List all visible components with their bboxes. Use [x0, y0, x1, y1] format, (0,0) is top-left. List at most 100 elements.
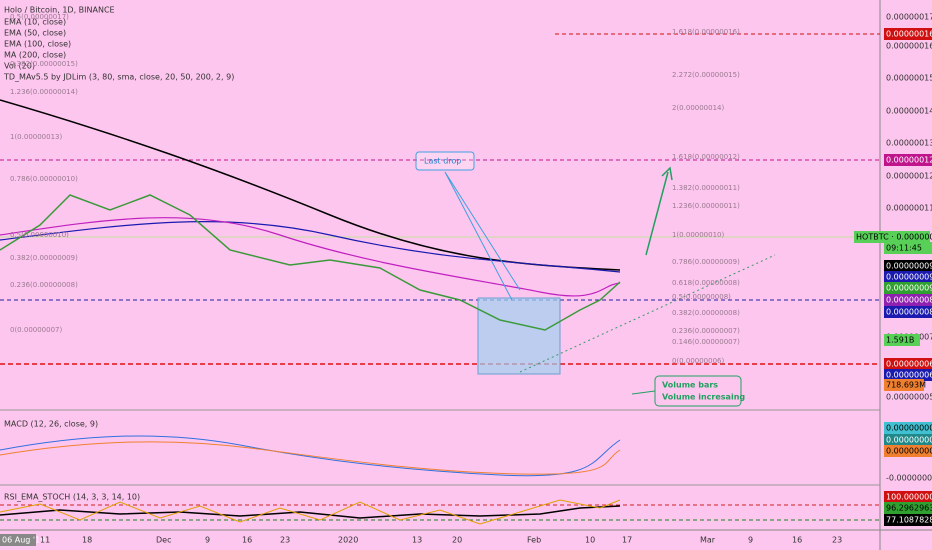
price-axis-label: 0.00000013: [886, 139, 932, 148]
indicator-legend: Vol (20): [4, 62, 35, 71]
highlight-box: [477, 297, 561, 375]
time-axis-label: 9: [748, 536, 753, 545]
callout-pointer: [444, 171, 521, 301]
fib-level: 2.272(0.00000015): [672, 71, 740, 79]
price-axis-label: 0.00000008: [886, 296, 932, 305]
annotation: Last drop: [424, 157, 461, 166]
time-axis-label: 10: [585, 536, 595, 545]
ema-10-line: [0, 194, 621, 331]
annotation: Volume incresaing: [662, 393, 745, 402]
ema-50-line: [0, 217, 621, 297]
price-axis-label: 0.00000016: [886, 42, 932, 51]
time-axis-label: 18: [82, 536, 92, 545]
up-arrow: [645, 171, 669, 256]
trend-line: [519, 254, 776, 373]
fib-level: 0(0.00000006): [672, 357, 724, 365]
price-axis-label: 0.00000011: [886, 204, 932, 213]
arrow-head: [661, 166, 673, 181]
time-axis-label: 2020: [338, 536, 358, 545]
time-axis-label: 16: [242, 536, 252, 545]
indicator-legend: EMA (100, close): [4, 40, 71, 49]
fib-level: 1(0.00000013): [10, 133, 62, 141]
time-axis-label: 06 Aug '19: [2, 536, 45, 545]
indicator-legend: MA (200, close): [4, 51, 66, 60]
ema-100-line: [0, 221, 621, 273]
rsi-axis-label: 100.00000000: [886, 493, 932, 502]
price-axis-label: 0.00000014: [886, 107, 932, 116]
price-axis-label: HOTBTC · 0.00000010: [856, 233, 932, 242]
fib-level: 0.382(0.00000009): [10, 254, 78, 262]
price-axis-label-badge: [884, 369, 932, 381]
fib-level: 1.618(0.00000016): [672, 28, 740, 36]
time-axis-label: 9: [205, 536, 210, 545]
time-axis-label: 17: [622, 536, 632, 545]
price-axis-label-badge: [884, 358, 932, 370]
price-axis-label: 0.00000009: [886, 284, 932, 293]
price-axis-label: 0.00000006: [886, 371, 932, 380]
price-axis-label: 718.693M: [886, 381, 926, 390]
price-axis-label: 0.00000008: [886, 308, 932, 317]
time-axis-label: 23: [280, 536, 290, 545]
price-axis-label: 0.00000009: [886, 262, 932, 271]
time-axis-label: 23: [832, 536, 842, 545]
price-axis-label: 0.00000016: [886, 30, 932, 39]
macd-axis-label: -0.00000001: [886, 474, 932, 483]
price-axis-label-badge: [884, 306, 932, 318]
price-axis-label-badge: [884, 154, 932, 166]
indicator-legend: EMA (10, close): [4, 18, 66, 27]
fib-level: 0.382(0.00000015): [10, 60, 78, 68]
macd-axis-label: 0.00000000: [886, 436, 932, 445]
fib-level: 1.236(0.00000011): [672, 202, 740, 210]
callout-box: [415, 151, 475, 171]
time-axis-label: 11: [40, 536, 50, 545]
fib-level: 1.618(0.00000012): [672, 153, 740, 161]
fib-level: 2(0.00000014): [672, 104, 724, 112]
volume-callout-pointer: [631, 390, 656, 395]
stoch-line: [0, 499, 621, 525]
time-axis-label: 20: [452, 536, 462, 545]
time-axis-label: 16: [792, 536, 802, 545]
macd-axis-label-badge: [884, 422, 932, 434]
price-axis-label-badge: [884, 271, 932, 283]
price-axis-label: 0.00000005: [886, 393, 932, 402]
time-axis-label-badge: [0, 534, 36, 546]
fib-level: 0.5(0.00000017): [10, 13, 69, 21]
price-axis-label: 0.00000015: [886, 74, 932, 83]
fib-level: 0.236(0.00000007): [672, 327, 740, 335]
fib-level: 1.382(0.00000011): [672, 184, 740, 192]
fib-level: 0.618(0.00000008): [672, 279, 740, 287]
macd-axis-label-badge: [884, 445, 932, 457]
fib-level: 0.382(0.00000008): [672, 309, 740, 317]
price-axis-label-badge: [884, 282, 932, 294]
time-axis-label: 13: [412, 536, 422, 545]
macd-line: [0, 435, 621, 477]
price-axis-label-badge: [884, 28, 932, 40]
fib-level: 1.236(0.00000014): [10, 88, 78, 96]
rsi-axis-label-badge: [884, 502, 932, 514]
indicator-legend: TD_MAv5.5 by JDLim (3, 80, sma, close, 2…: [3, 73, 234, 82]
macd-axis-label: 0.00000000: [886, 447, 932, 456]
time-axis-label: Mar: [700, 536, 716, 545]
fib-level: 0.236(0.00000008): [10, 281, 78, 289]
macd-axis-label: 0.00000000: [886, 424, 932, 433]
signal-line: [0, 441, 621, 475]
fib-level: 1(0.00000010): [672, 231, 724, 239]
chart-title: Holo / Bitcoin, 1D, BINANCE: [4, 6, 115, 15]
price-axis-label-badge: [884, 242, 932, 254]
price-axis-label: 0.00000017: [886, 13, 932, 22]
rsi-axis-label-badge: [884, 491, 932, 503]
fib-level: 0.5(0.00000008): [672, 293, 731, 301]
price-axis-label: 09:11:45: [886, 244, 922, 253]
fib-level: 0.5(0.00000010): [10, 231, 69, 239]
rsi-axis-label: 77.10878282: [886, 516, 932, 525]
rsi-axis-label-badge: [884, 514, 932, 526]
rsi-legend: RSI_EMA_STOCH (14, 3, 3, 14, 10): [4, 493, 140, 502]
price-axis-label: 0.00000012: [886, 172, 932, 181]
price-axis-label: 1.591B: [886, 336, 914, 345]
time-axis-label: Dec: [156, 536, 171, 545]
time-axis-label: Feb: [527, 536, 541, 545]
fib-level: 0.786(0.00000009): [672, 258, 740, 266]
fib-level: 0.146(0.00000007): [672, 338, 740, 346]
